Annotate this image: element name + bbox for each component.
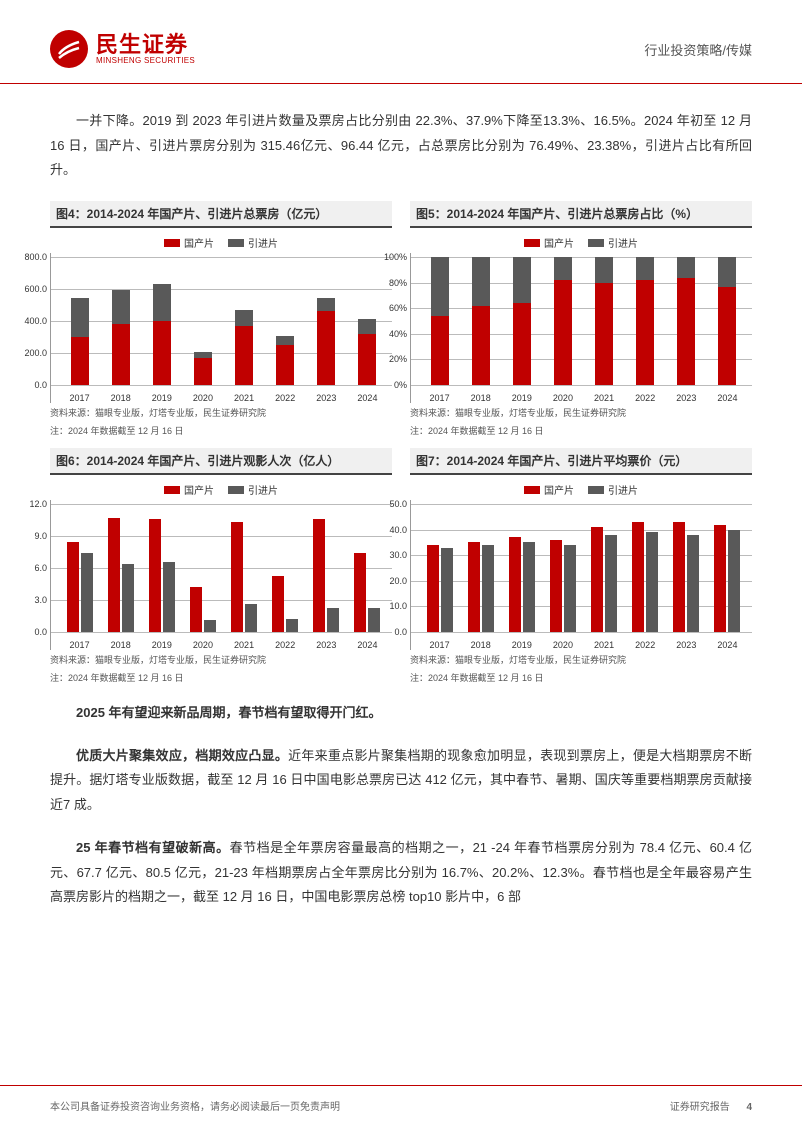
charts-row-1: 图4：2014-2024 年国产片、引进片总票房（亿元） 国产片 引进片 0.0… xyxy=(50,201,752,438)
chart4-source: 资料来源：猫眼专业版，灯塔专业版，民生证券研究院 xyxy=(50,407,392,421)
chart6-note: 注：2024 年数据截至 12 月 16 日 xyxy=(50,672,392,686)
chart4-title: 图4：2014-2024 年国产片、引进片总票房（亿元） xyxy=(50,201,392,228)
chart5: 图5：2014-2024 年国产片、引进片总票房占比（%） 国产片 引进片 0%… xyxy=(410,201,752,438)
chart6-source: 资料来源：猫眼专业版，灯塔专业版，民生证券研究院 xyxy=(50,654,392,668)
content: 一并下降。2019 到 2023 年引进片数量及票房占比分别由 22.3%、37… xyxy=(0,84,802,938)
chart7-body: 0.010.020.030.040.050.020172018201920202… xyxy=(410,500,752,650)
chart5-title: 图5：2014-2024 年国产片、引进片总票房占比（%） xyxy=(410,201,752,228)
chart6: 图6：2014-2024 年国产片、引进片观影人次（亿人） 国产片 引进片 0.… xyxy=(50,448,392,685)
chart5-legend: 国产片 引进片 xyxy=(410,232,752,253)
para3: 25 年春节档有望破新高。春节档是全年票房容量最高的档期之一，21 -24 年春… xyxy=(50,836,752,910)
page-footer: 本公司具备证券投资咨询业务资格，请务必阅读最后一页免责声明 证券研究报告 4 xyxy=(0,1085,802,1133)
chart4-body: 0.0200.0400.0600.0800.020172018201920202… xyxy=(50,253,392,403)
chart6-body: 0.03.06.09.012.0201720182019202020212022… xyxy=(50,500,392,650)
chart5-body: 0%20%40%60%80%100%2017201820192020202120… xyxy=(410,253,752,403)
logo-icon xyxy=(50,30,88,68)
chart7-title: 图7：2014-2024 年国产片、引进片平均票价（元） xyxy=(410,448,752,475)
chart6-legend: 国产片 引进片 xyxy=(50,479,392,500)
logo-text: 民生证券 MINSHENG SECURITIES xyxy=(96,33,195,66)
chart6-title: 图6：2014-2024 年国产片、引进片观影人次（亿人） xyxy=(50,448,392,475)
chart7-source: 资料来源：猫眼专业版，灯塔专业版，民生证券研究院 xyxy=(410,654,752,668)
section-lead: 2025 年有望迎来新品周期，春节档有望取得开门红。 xyxy=(50,701,752,726)
logo-cn: 民生证券 xyxy=(96,33,195,57)
chart7-note: 注：2024 年数据截至 12 月 16 日 xyxy=(410,672,752,686)
logo-en: MINSHENG SECURITIES xyxy=(96,57,195,66)
chart7-legend: 国产片 引进片 xyxy=(410,479,752,500)
chart7: 图7：2014-2024 年国产片、引进片平均票价（元） 国产片 引进片 0.0… xyxy=(410,448,752,685)
para2: 优质大片聚集效应，档期效应凸显。近年来重点影片聚集档期的现象愈加明显，表现到票房… xyxy=(50,744,752,818)
header-category: 行业投资策略/传媒 xyxy=(644,40,752,59)
chart4: 图4：2014-2024 年国产片、引进片总票房（亿元） 国产片 引进片 0.0… xyxy=(50,201,392,438)
footer-label: 证券研究报告 xyxy=(670,1102,730,1113)
charts-row-2: 图6：2014-2024 年国产片、引进片观影人次（亿人） 国产片 引进片 0.… xyxy=(50,448,752,685)
page-header: 民生证券 MINSHENG SECURITIES 行业投资策略/传媒 xyxy=(0,0,802,84)
chart5-note: 注：2024 年数据截至 12 月 16 日 xyxy=(410,425,752,439)
chart4-note: 注：2024 年数据截至 12 月 16 日 xyxy=(50,425,392,439)
chart5-source: 资料来源：猫眼专业版，灯塔专业版，民生证券研究院 xyxy=(410,407,752,421)
logo-block: 民生证券 MINSHENG SECURITIES xyxy=(50,30,195,68)
footer-disclaimer: 本公司具备证券投资咨询业务资格，请务必阅读最后一页免责声明 xyxy=(50,1098,340,1113)
chart4-legend: 国产片 引进片 xyxy=(50,232,392,253)
page-number: 4 xyxy=(746,1102,752,1113)
intro-paragraph: 一并下降。2019 到 2023 年引进片数量及票房占比分别由 22.3%、37… xyxy=(50,109,752,183)
